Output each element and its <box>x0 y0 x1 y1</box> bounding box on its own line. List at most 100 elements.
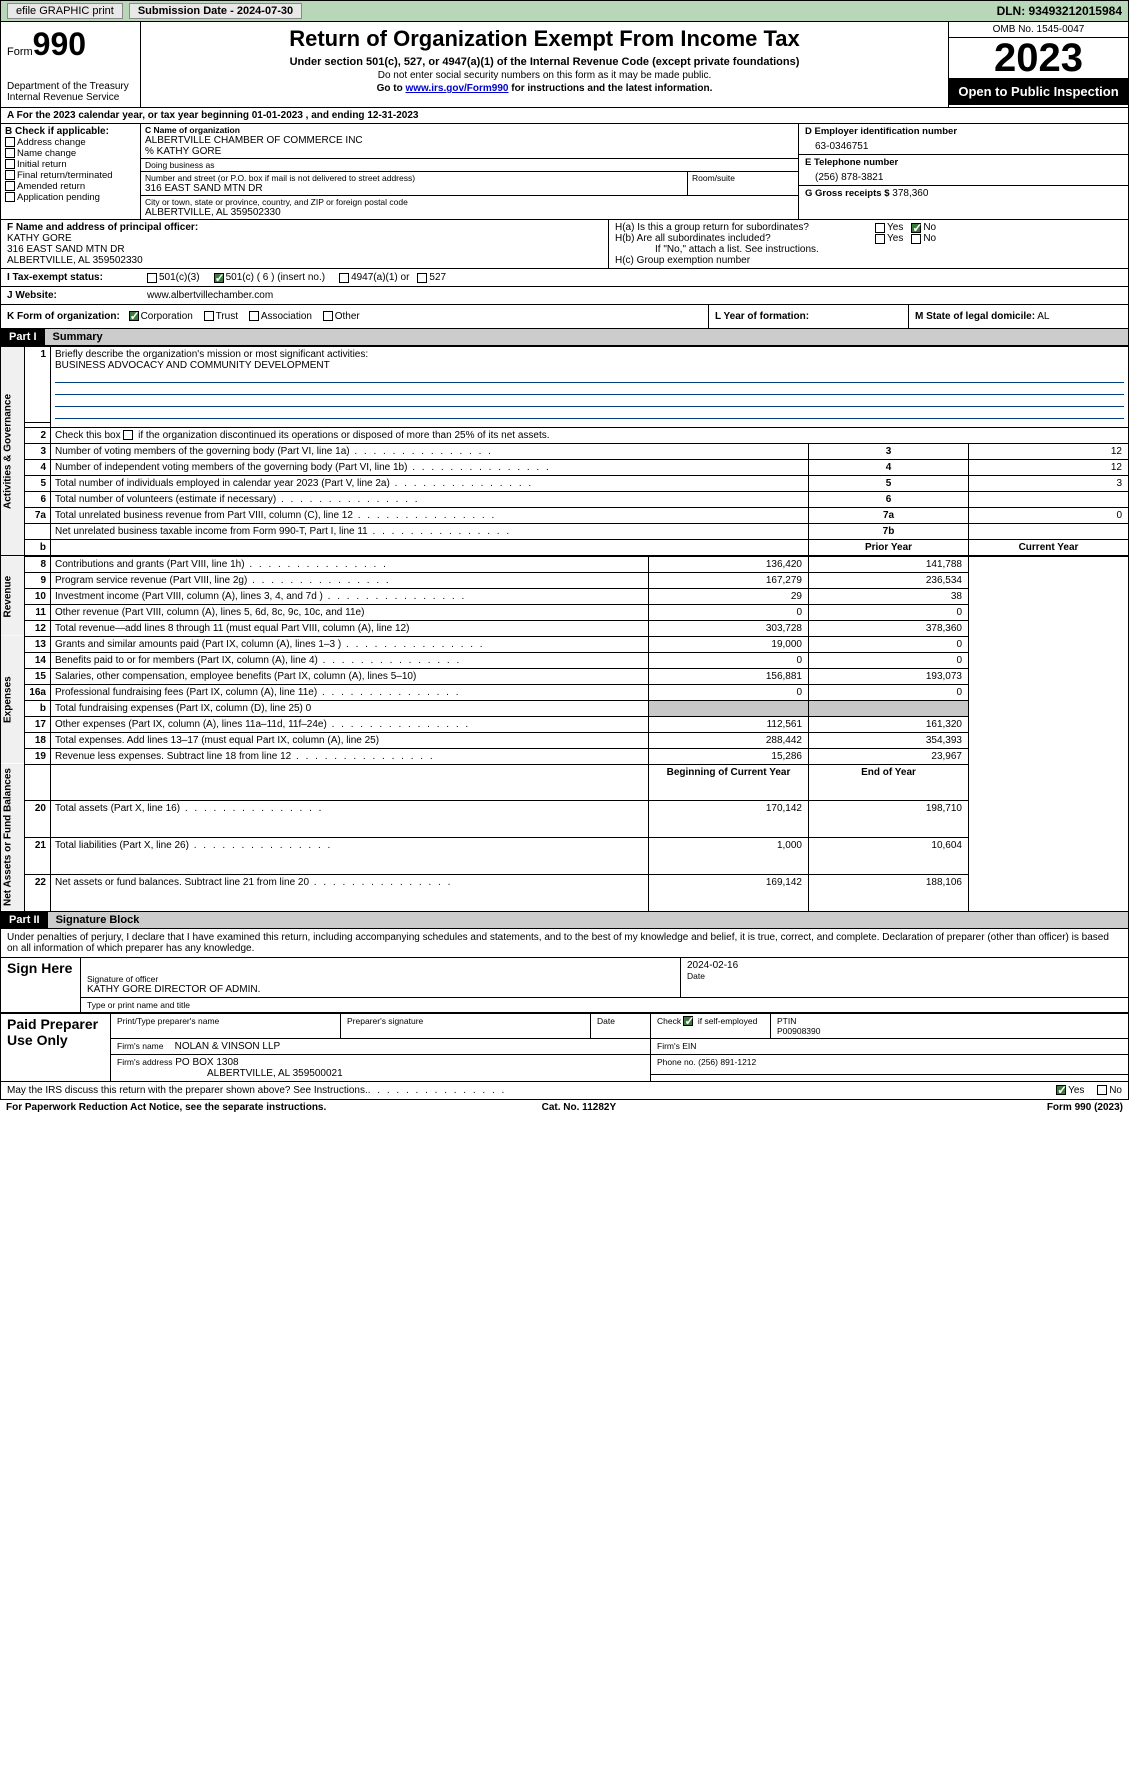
form-title: Return of Organization Exempt From Incom… <box>149 26 940 52</box>
table-row: 12Total revenue—add lines 8 through 11 (… <box>1 620 1129 636</box>
org-care-of: % KATHY GORE <box>145 146 794 157</box>
checkbox-address-change[interactable] <box>5 137 15 147</box>
checkbox-trust[interactable] <box>204 311 214 321</box>
table-row: 5Total number of individuals employed in… <box>1 475 1129 491</box>
checkbox-self-employed[interactable] <box>683 1016 693 1026</box>
form-footer-id: Form 990 (2023) <box>1047 1102 1123 1113</box>
checkbox-527[interactable] <box>417 273 427 283</box>
table-row: bTotal fundraising expenses (Part IX, co… <box>1 700 1129 716</box>
discuss-question: May the IRS discuss this return with the… <box>7 1085 368 1096</box>
line-2-num: 2 <box>25 427 51 443</box>
checkbox-discuss-no[interactable] <box>1097 1085 1107 1095</box>
side-revenue: Revenue <box>1 556 25 637</box>
checkbox-other[interactable] <box>323 311 333 321</box>
checkbox-assoc[interactable] <box>249 311 259 321</box>
part-1-header: Part I Summary <box>0 329 1129 346</box>
checkbox-discontinued[interactable] <box>123 430 133 440</box>
box-l: L Year of formation: <box>708 305 908 328</box>
table-row: 14Benefits paid to or for members (Part … <box>1 652 1129 668</box>
form-word: Form <box>7 46 33 58</box>
h-a-label: H(a) Is this a group return for subordin… <box>615 222 875 233</box>
website-value: www.albertvillechamber.com <box>147 290 273 301</box>
table-row: 19Revenue less expenses. Subtract line 1… <box>1 748 1129 764</box>
phone-label: E Telephone number <box>805 157 1122 168</box>
sig-officer-label: Signature of officer <box>87 974 674 984</box>
side-ag: Activities & Governance <box>1 347 25 556</box>
box-m: M State of legal domicile: AL <box>908 305 1128 328</box>
box-m-label: M State of legal domicile: <box>915 311 1035 322</box>
form-header: Form990 Department of the Treasury Inter… <box>0 22 1129 108</box>
checkbox-application-pending[interactable] <box>5 192 15 202</box>
org-name: ALBERTVILLE CHAMBER OF COMMERCE INC <box>145 135 794 146</box>
box-b: B Check if applicable: Address change Na… <box>1 124 141 219</box>
box-j-label: J Website: <box>7 290 147 301</box>
phone-value: (256) 878-3821 <box>805 168 1122 183</box>
checkbox-501c3[interactable] <box>147 273 157 283</box>
box-j: J Website: www.albertvillechamber.com <box>0 287 1129 305</box>
dept-label: Department of the Treasury Internal Reve… <box>7 81 134 103</box>
efile-topbar: efile GRAPHIC print Submission Date - 20… <box>0 0 1129 22</box>
checkbox-hb-yes[interactable] <box>875 234 885 244</box>
paid-preparer-label: Paid Preparer Use Only <box>1 1013 111 1081</box>
table-row: 21Total liabilities (Part X, line 26)1,0… <box>1 838 1129 875</box>
preparer-ptin-cell: PTINP00908390 <box>771 1013 1129 1038</box>
page-footer: For Paperwork Reduction Act Notice, see … <box>0 1100 1129 1115</box>
table-row: 16aProfessional fundraising fees (Part I… <box>1 684 1129 700</box>
checkbox-discuss-yes[interactable] <box>1056 1085 1066 1095</box>
preparer-table: Paid Preparer Use Only Print/Type prepar… <box>0 1013 1129 1082</box>
perjury-declaration: Under penalties of perjury, I declare th… <box>0 929 1129 957</box>
checkbox-initial-return[interactable] <box>5 159 15 169</box>
line-1-num: 1 <box>25 347 51 423</box>
checkbox-hb-no[interactable] <box>911 234 921 244</box>
summary-table: Activities & Governance 1 Briefly descri… <box>0 346 1129 912</box>
officer-name: KATHY GORE <box>7 233 602 244</box>
section-bcdeg: B Check if applicable: Address change Na… <box>0 124 1129 220</box>
firm-addr1: PO BOX 1308 <box>175 1057 238 1068</box>
box-deg: D Employer identification number 63-0346… <box>798 124 1128 219</box>
discuss-row: May the IRS discuss this return with the… <box>0 1082 1129 1100</box>
box-b-header: B Check if applicable: <box>5 126 136 137</box>
efile-print-button[interactable]: efile GRAPHIC print <box>7 3 123 19</box>
box-f: F Name and address of principal officer:… <box>1 220 608 268</box>
header-right-box: OMB No. 1545-0047 2023 Open to Public In… <box>948 22 1128 107</box>
sign-date: 2024-02-16 <box>687 960 1122 971</box>
checkbox-name-change[interactable] <box>5 148 15 158</box>
form-subtitle-1: Under section 501(c), 527, or 4947(a)(1)… <box>149 56 940 68</box>
side-net-assets: Net Assets or Fund Balances <box>1 764 25 911</box>
table-row: 15Salaries, other compensation, employee… <box>1 668 1129 684</box>
part-1-title: Summary <box>45 329 1128 345</box>
tax-year: 2023 <box>949 38 1128 78</box>
box-klm: K Form of organization: Corporation Trus… <box>0 305 1129 329</box>
box-k-label: K Form of organization: <box>7 311 120 322</box>
box-h: H(a) Is this a group return for subordin… <box>608 220 1128 268</box>
line-2: Check this box if the organization disco… <box>51 427 1129 443</box>
part-2-header: Part II Signature Block <box>0 912 1129 929</box>
checkbox-ha-yes[interactable] <box>875 223 885 233</box>
firm-ein-label: Firm's EIN <box>651 1038 1129 1054</box>
checkbox-ha-no[interactable] <box>911 223 921 233</box>
irs-link[interactable]: www.irs.gov/Form990 <box>405 83 508 94</box>
checkbox-501c[interactable] <box>214 273 224 283</box>
officer-name-title: KATHY GORE DIRECTOR OF ADMIN. <box>87 984 674 995</box>
preparer-sig-label: Preparer's signature <box>341 1013 591 1038</box>
officer-addr1: 316 EAST SAND MTN DR <box>7 244 602 255</box>
checkbox-corp[interactable] <box>129 311 139 321</box>
sign-here-label: Sign Here <box>1 957 81 1012</box>
part-2-title: Signature Block <box>48 912 1128 928</box>
checkbox-final-return[interactable] <box>5 170 15 180</box>
type-name-label: Type or print name and title <box>81 997 1129 1012</box>
table-row: 7aTotal unrelated business revenue from … <box>1 507 1129 523</box>
paperwork-notice: For Paperwork Reduction Act Notice, see … <box>6 1102 326 1113</box>
ein-label: D Employer identification number <box>805 126 1122 137</box>
box-i-label: I Tax-exempt status: <box>7 272 147 283</box>
checkbox-4947[interactable] <box>339 273 349 283</box>
checkbox-amended-return[interactable] <box>5 181 15 191</box>
city: ALBERTVILLE, AL 359502330 <box>145 207 794 218</box>
line-a-tax-year: A For the 2023 calendar year, or tax yea… <box>0 108 1129 124</box>
address: 316 EAST SAND MTN DR <box>145 183 683 194</box>
table-row: 17Other expenses (Part IX, column (A), l… <box>1 716 1129 732</box>
dba-label: Doing business as <box>145 160 794 170</box>
preparer-self-employed: Check if self-employed <box>651 1013 771 1038</box>
part-2-tag: Part II <box>1 912 48 928</box>
side-expenses: Expenses <box>1 636 25 764</box>
